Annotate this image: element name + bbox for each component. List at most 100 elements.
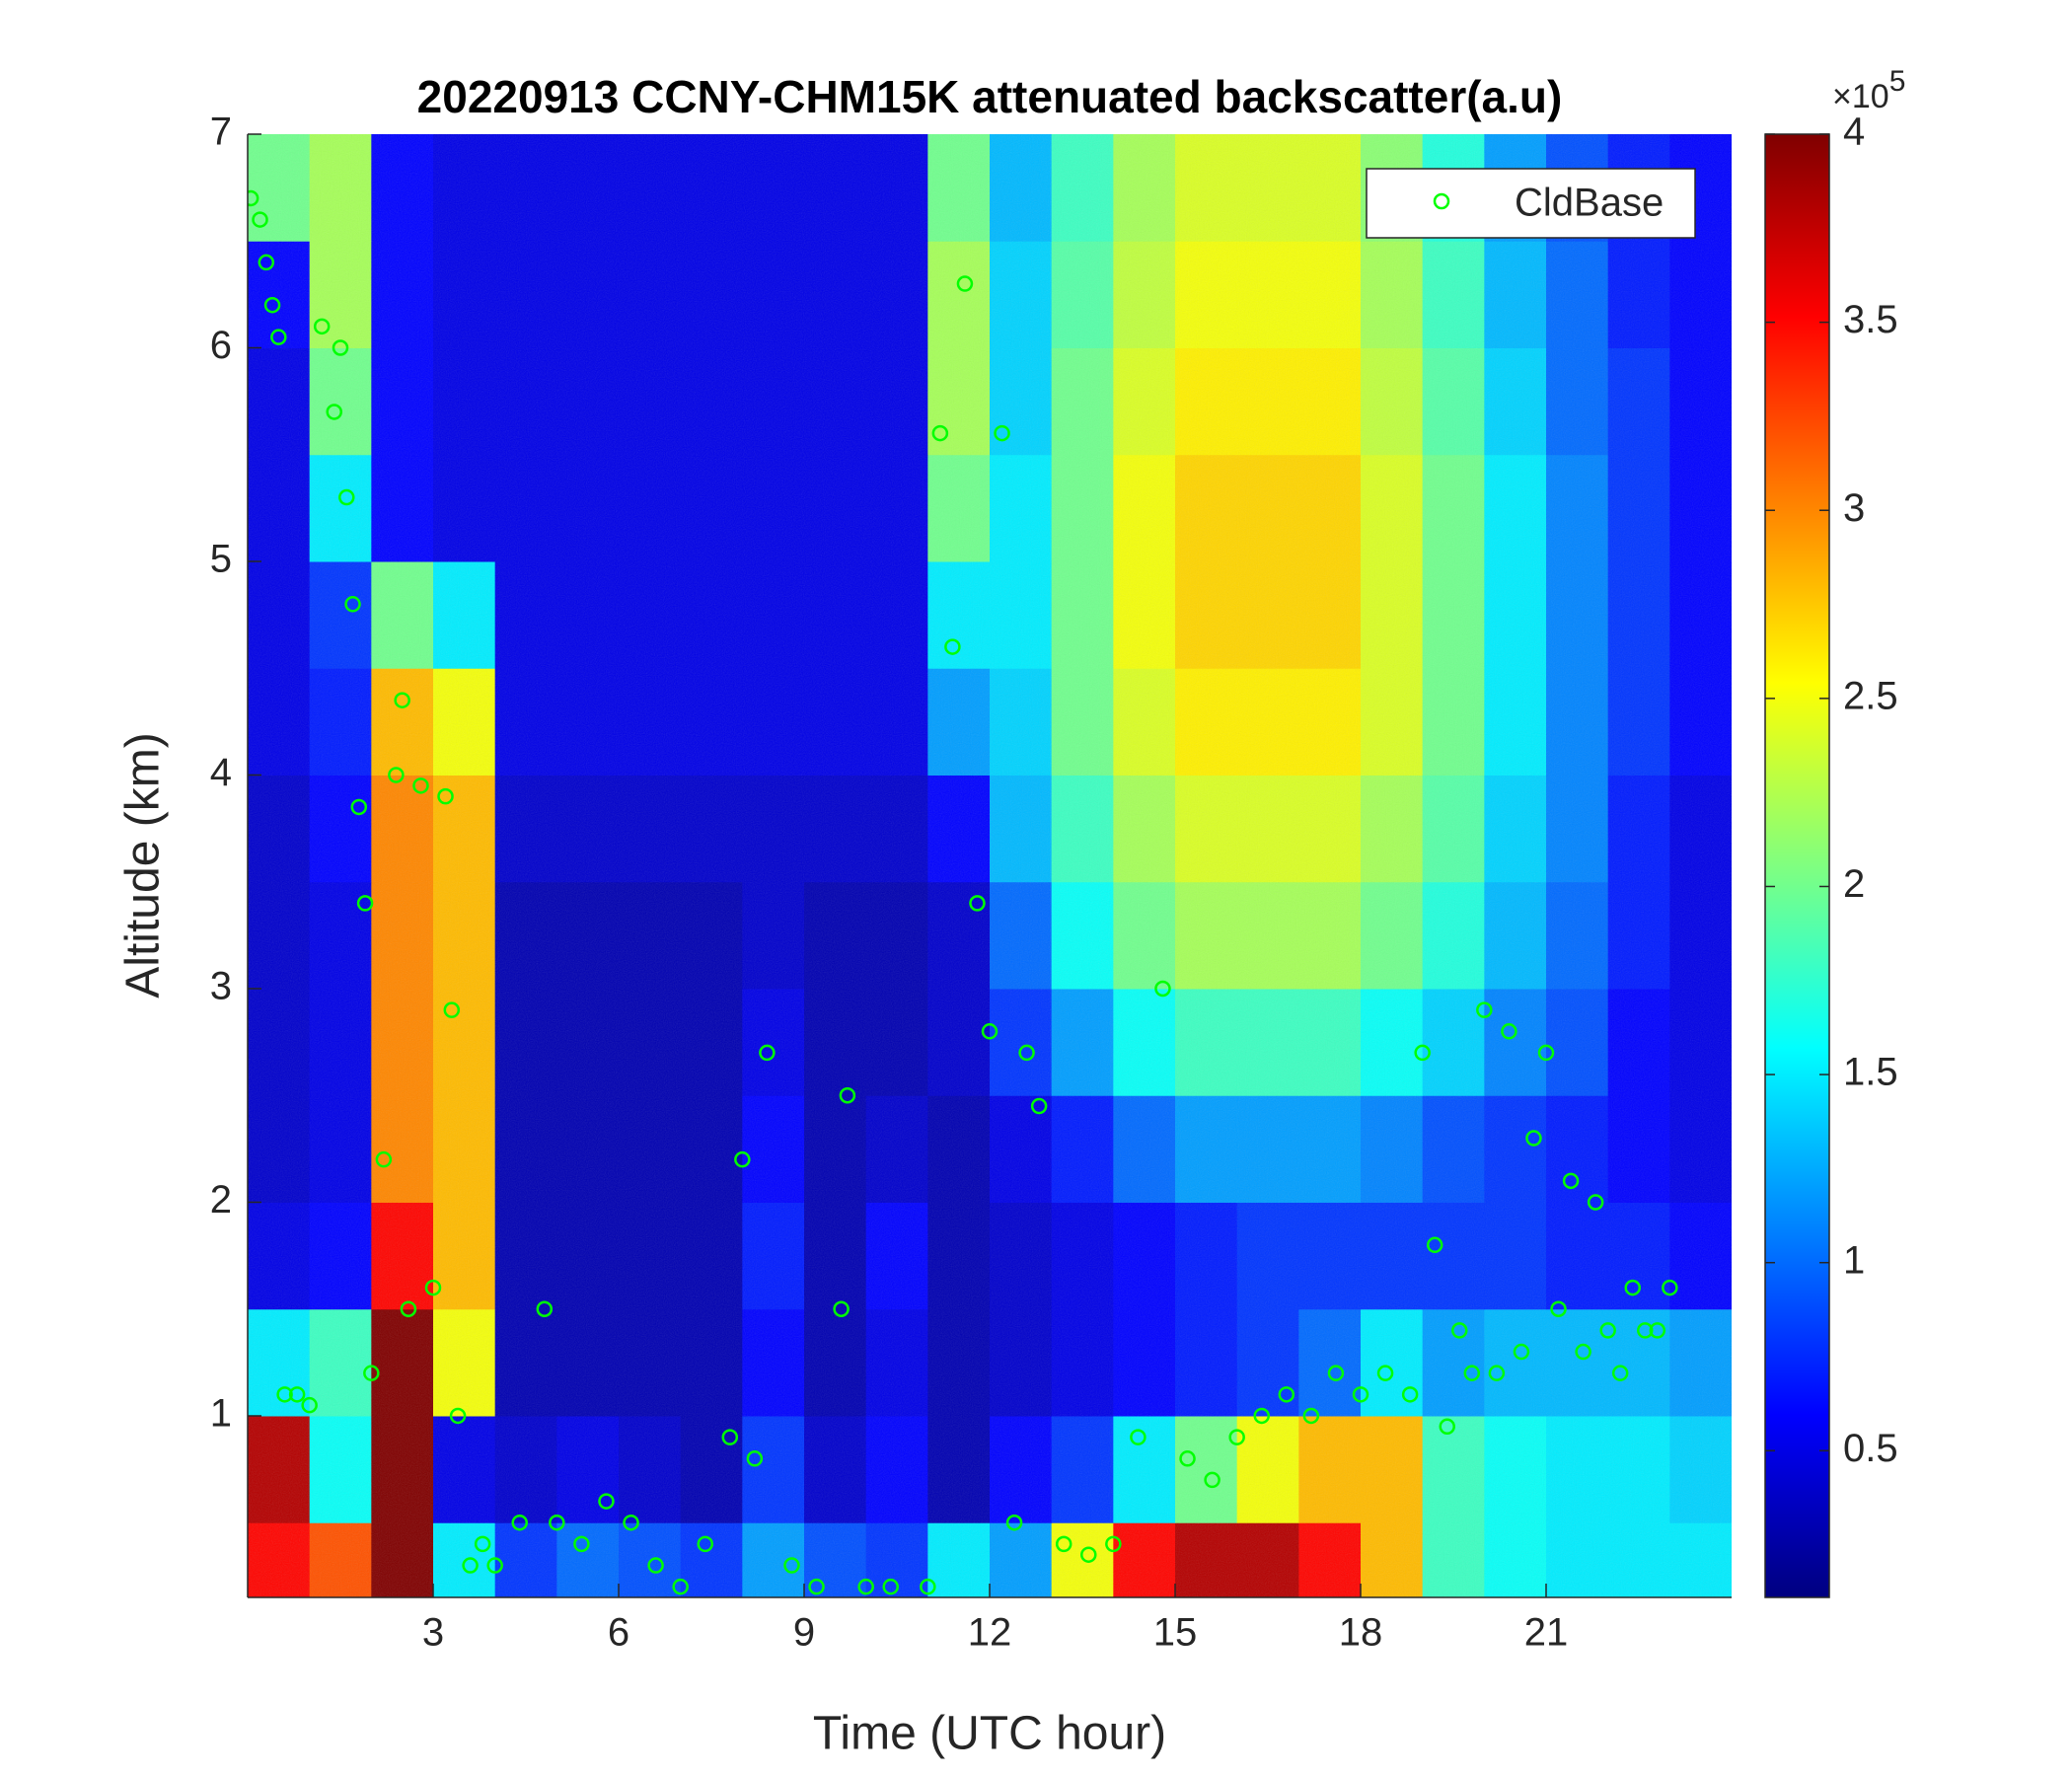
cloud-base-point [248,189,259,207]
x-tick-label: 6 [608,1611,629,1655]
cloud-base-point [1599,1322,1616,1339]
cloud-base-point [288,1386,306,1403]
y-tick-label: 3 [210,965,232,1008]
cloud-base-point [474,1535,491,1553]
cloud-base-point [1587,1194,1604,1211]
cloud-base-point [549,1514,565,1531]
cloud-base-point [1005,1514,1023,1531]
cloud-base-point [1624,1279,1641,1296]
cloud-base-point [1451,1322,1468,1339]
cloud-base-point [734,1150,751,1168]
colorbar-tick-label: 1.5 [1843,1051,1898,1094]
cloud-base-point [1327,1365,1345,1381]
y-tick-label: 2 [210,1178,232,1221]
chart-title: 20220913 CCNY-CHM15K attenuated backscat… [417,71,1563,122]
y-tick-label: 1 [210,1392,232,1436]
cloud-base-point [746,1450,764,1467]
cloud-base-point [344,596,361,613]
cloud-base-point [1376,1365,1394,1381]
colorbar-tick-label: 2.5 [1843,674,1898,717]
cloud-base-point [1228,1429,1245,1445]
cloud-base-point [338,488,355,506]
x-tick-label: 18 [1339,1611,1383,1655]
cloud-base-point [1018,1044,1035,1062]
colorbar-tick-label: 3.5 [1843,298,1898,341]
cloud-base-point [573,1535,590,1553]
cloud-base-point [1401,1386,1419,1403]
cloud-base-point [1525,1130,1542,1147]
colorbar [1764,133,1830,1598]
cloud-base-point [1537,1044,1555,1062]
cloud-base-point [1055,1535,1073,1553]
cloud-base-point [721,1429,739,1445]
cloud-base-point [783,1557,800,1574]
cloud-base-point [462,1557,479,1574]
cloud-base-point [1179,1450,1196,1467]
cloud-base-point [511,1514,528,1531]
cloud-base-point [1550,1300,1567,1317]
cloud-base-point [536,1300,554,1317]
cloud-base-point [326,404,342,420]
cloud-base-point [672,1578,689,1595]
colorbar-tick-label: 3 [1843,486,1865,530]
cloud-base-point [833,1300,850,1317]
cloud-base-point [931,424,949,442]
cloud-base-point [1030,1097,1048,1115]
cloud-base-point [276,1386,293,1403]
x-tick-label: 9 [793,1611,815,1655]
cloud-base-point [1426,1236,1443,1254]
cloud-base-point [449,1407,467,1425]
cloud-base-point [375,1150,393,1168]
x-axis-label: Time (UTC hour) [813,1708,1166,1760]
cloud-base-point [313,318,331,335]
cloud-base-point [598,1493,615,1510]
cloud-base-point [1463,1365,1481,1381]
cloud-base-point [350,798,368,816]
cloud-base-point [1649,1322,1666,1339]
cloud-base-point [944,638,961,655]
legend-marker [1433,192,1450,210]
x-tick-label: 3 [422,1611,444,1655]
cloud-base-point [301,1396,318,1414]
x-tick-label: 21 [1524,1611,1569,1655]
multiplier-base: ×10 [1832,78,1889,115]
cloud-base-point [1204,1471,1221,1489]
cloud-base-point [969,895,986,912]
cloud-base-point [1575,1343,1591,1361]
x-tick-label: 12 [968,1611,1012,1655]
cloud-base-point [647,1557,664,1574]
cloud-base-point [1154,980,1171,998]
noise-texture [248,134,1732,1597]
colorbar-tick-label: 1 [1843,1238,1865,1282]
cloud-base-point [1130,1429,1147,1445]
cloud-base-point [1476,1001,1493,1018]
cloud-base-point [920,1578,936,1595]
cloud-base-point [1501,1023,1517,1040]
cloud-base-point [1352,1386,1369,1403]
cloud-base-point [1611,1365,1629,1381]
cloud-base-point [1637,1322,1654,1339]
cloud-base-point [1488,1365,1506,1381]
cloud-base-point [400,1300,417,1317]
y-tick-label: 5 [210,538,232,581]
cloud-base-point [1414,1044,1431,1062]
cloud-base-point [356,895,374,912]
cloud-base-point [270,329,287,345]
cloud-base-point [623,1514,639,1531]
cloud-base-point [486,1557,503,1574]
multiplier-exponent: 5 [1889,65,1906,98]
cloud-base-point [332,339,349,356]
cloud-base-point [697,1535,713,1553]
cloud-base-point [1513,1343,1530,1361]
y-tick-label: 7 [210,111,232,154]
colorbar-multiplier: ×105 [1832,65,1905,115]
cloud-base-point [258,254,275,271]
cloud-base-point [981,1023,999,1040]
cloud-base-point [1662,1279,1678,1296]
cloud-base-point [437,787,454,805]
x-tick-label: 15 [1153,1611,1198,1655]
cloud-base-point [1080,1546,1097,1563]
cloud-base-point [1439,1418,1455,1436]
cloud-base-point [394,692,410,708]
